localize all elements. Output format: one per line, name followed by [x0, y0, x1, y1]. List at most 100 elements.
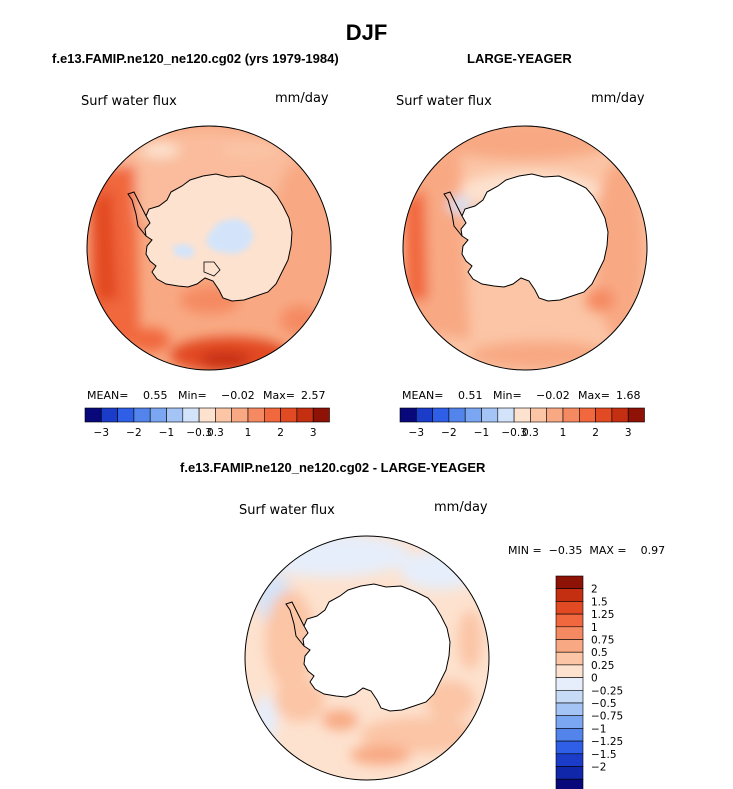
panel2-colorbar-swatch	[448, 407, 466, 423]
panel1-colorbar-tick-label: −0.3	[186, 427, 212, 439]
panel3-colorbar-tick-label: −2	[591, 762, 606, 774]
panel2-variable: Surf water flux	[396, 94, 492, 109]
panel1-mean: 0.55	[143, 389, 168, 402]
panel2-colorbar-tick-label: −3	[409, 427, 424, 439]
panel2-colorbar: −3 −2 −1 −0.30.3 1 2 3	[399, 407, 645, 439]
panel3-colorbar-tick-label: −1.5	[591, 749, 617, 761]
panel3-colorbar-tick-label: −0.5	[591, 698, 617, 710]
panel1-min: −0.02	[221, 389, 255, 402]
panel2-map	[402, 125, 648, 371]
panel3-colorbar-tick-label: 1.5	[591, 596, 608, 608]
panel1-min-label: Min=	[178, 389, 207, 402]
panel2-subtitle: LARGE-YEAGER	[467, 51, 572, 66]
panel1-colorbar-tick-label: −3	[94, 427, 109, 439]
panel2-max: 1.68	[616, 389, 641, 402]
panel3-subtitle: f.e13.FAMIP.ne120_ne120.cg02 - LARGE-YEA…	[180, 460, 486, 475]
panel2-mean: 0.51	[458, 389, 483, 402]
panel2-colorbar-tick-label: 0.3	[522, 427, 539, 439]
panel2-colorbar-swatch	[415, 407, 433, 423]
panel3-colorbar-tick-label: −1.25	[591, 736, 623, 748]
panel2-colorbar-tick-label: 3	[625, 427, 632, 439]
panel3-colorbar-tick-label: −1	[591, 723, 606, 735]
panel1-mean-label: MEAN=	[87, 389, 129, 402]
panel2-mean-label: MEAN=	[402, 389, 444, 402]
panel3-minmax: MIN = −0.35 MAX = 0.97	[508, 544, 666, 557]
panel2-colorbar-tick-label: −1	[474, 427, 489, 439]
panel1-units: mm/day	[275, 91, 329, 106]
panel3-colorbar-swatch	[555, 626, 584, 640]
panel1-colorbar-tick-label: 1	[245, 427, 252, 439]
panel3-colorbar-swatch	[555, 601, 584, 615]
panel3-colorbar-swatch	[555, 639, 584, 653]
panel1-frame	[86, 125, 332, 371]
panel2-max-label: Max=	[578, 389, 610, 402]
panel3-colorbar-swatch	[555, 588, 584, 602]
panel2-colorbar-swatch	[513, 407, 531, 423]
panel3-colorbar-tick-label: 0.5	[591, 647, 608, 659]
panel1-colorbar-tick-label: −1	[159, 427, 174, 439]
panel1-colorbar-swatch	[198, 407, 216, 423]
panel3-colorbar-swatch	[555, 766, 584, 780]
panel3-colorbar-swatch	[555, 740, 584, 755]
page-title: DJF	[345, 20, 388, 45]
panel2-frame	[402, 125, 648, 371]
panel1-variable: Surf water flux	[81, 94, 177, 109]
panel3-colorbar-tick-label: 0.75	[591, 635, 614, 647]
panel3-colorbar-tick-label: −0.75	[591, 711, 623, 723]
panel1-colorbar-tick-label: 2	[277, 427, 284, 439]
panel3-colorbar-tick-label: 1.25	[591, 609, 614, 621]
panel2-colorbar-swatch	[530, 407, 548, 423]
panel2-colorbar-tick-label: 2	[592, 427, 599, 439]
panel3-colorbar: 21.51.2510.750.50.250−0.25−0.5−0.75−1−1.…	[555, 575, 623, 789]
panel2-colorbar-swatch	[464, 407, 482, 423]
panel2-colorbar-swatch	[481, 407, 499, 423]
panel3-colorbar-swatch	[555, 651, 584, 666]
panel3-frame	[244, 535, 490, 781]
panel1-max: 2.57	[301, 389, 326, 402]
panel2-colorbar-tick-label: 1	[560, 427, 567, 439]
panel1-colorbar-swatch	[149, 407, 167, 423]
panel1-inland-blue	[207, 218, 254, 254]
panel2-colorbar-swatch	[595, 407, 613, 423]
panel2-min-label: Min=	[493, 389, 522, 402]
panel1-max-label: Max=	[263, 389, 295, 402]
panel2-colorbar-swatch	[578, 407, 596, 423]
panel3-colorbar-swatch	[555, 778, 584, 789]
panel2-units: mm/day	[591, 91, 645, 106]
panel3-map	[244, 535, 490, 781]
panel3-colorbar-swatch	[555, 613, 584, 628]
panel1-colorbar-swatch	[84, 407, 102, 423]
panel1-colorbar-swatch	[133, 407, 151, 423]
panel2-min: −0.02	[536, 389, 570, 402]
panel3-colorbar-tick-label: 2	[591, 584, 598, 596]
panel3-colorbar-swatch	[555, 728, 584, 742]
panel3-colorbar-swatch	[555, 753, 584, 767]
panel1-colorbar-swatch	[182, 407, 200, 423]
panel2-colorbar-swatch	[497, 407, 515, 423]
panel1-colorbar-swatch	[296, 407, 314, 423]
panel2-colorbar-swatch	[546, 407, 564, 423]
panel3-units: mm/day	[434, 500, 488, 515]
panel3-colorbar-swatch	[555, 664, 584, 678]
panel2-colorbar-swatch	[611, 407, 629, 423]
panel2-colorbar-swatch	[627, 407, 645, 423]
panel3-colorbar-tick-label: 1	[591, 622, 598, 634]
panel3-colorbar-tick-label: 0.25	[591, 660, 614, 672]
panel2-colorbar-tick-label: −0.3	[501, 427, 527, 439]
panel1-subtitle: f.e13.FAMIP.ne120_ne120.cg02 (yrs 1979-1…	[52, 51, 339, 66]
panel1-colorbar: −3 −2 −1 −0.30.3 1 2 3	[84, 407, 330, 439]
panel1-colorbar-swatch	[117, 407, 135, 423]
panel1-colorbar-swatch	[101, 407, 118, 423]
panel1-colorbar-swatch	[215, 407, 232, 423]
panel2-antarctica	[460, 173, 609, 302]
panel2-colorbar-swatch	[432, 407, 450, 423]
panel1-colorbar-tick-label: −2	[126, 427, 141, 439]
panel3-colorbar-swatch	[555, 702, 584, 716]
panel3-antarctica	[302, 583, 451, 712]
panel3-colorbar-tick-label: 0	[591, 673, 598, 685]
panel2-colorbar-swatch	[562, 407, 580, 423]
panel1-colorbar-swatch	[312, 407, 330, 423]
panel1-colorbar-tick-label: 0.3	[207, 427, 224, 439]
panel3-colorbar-swatch	[555, 715, 584, 729]
